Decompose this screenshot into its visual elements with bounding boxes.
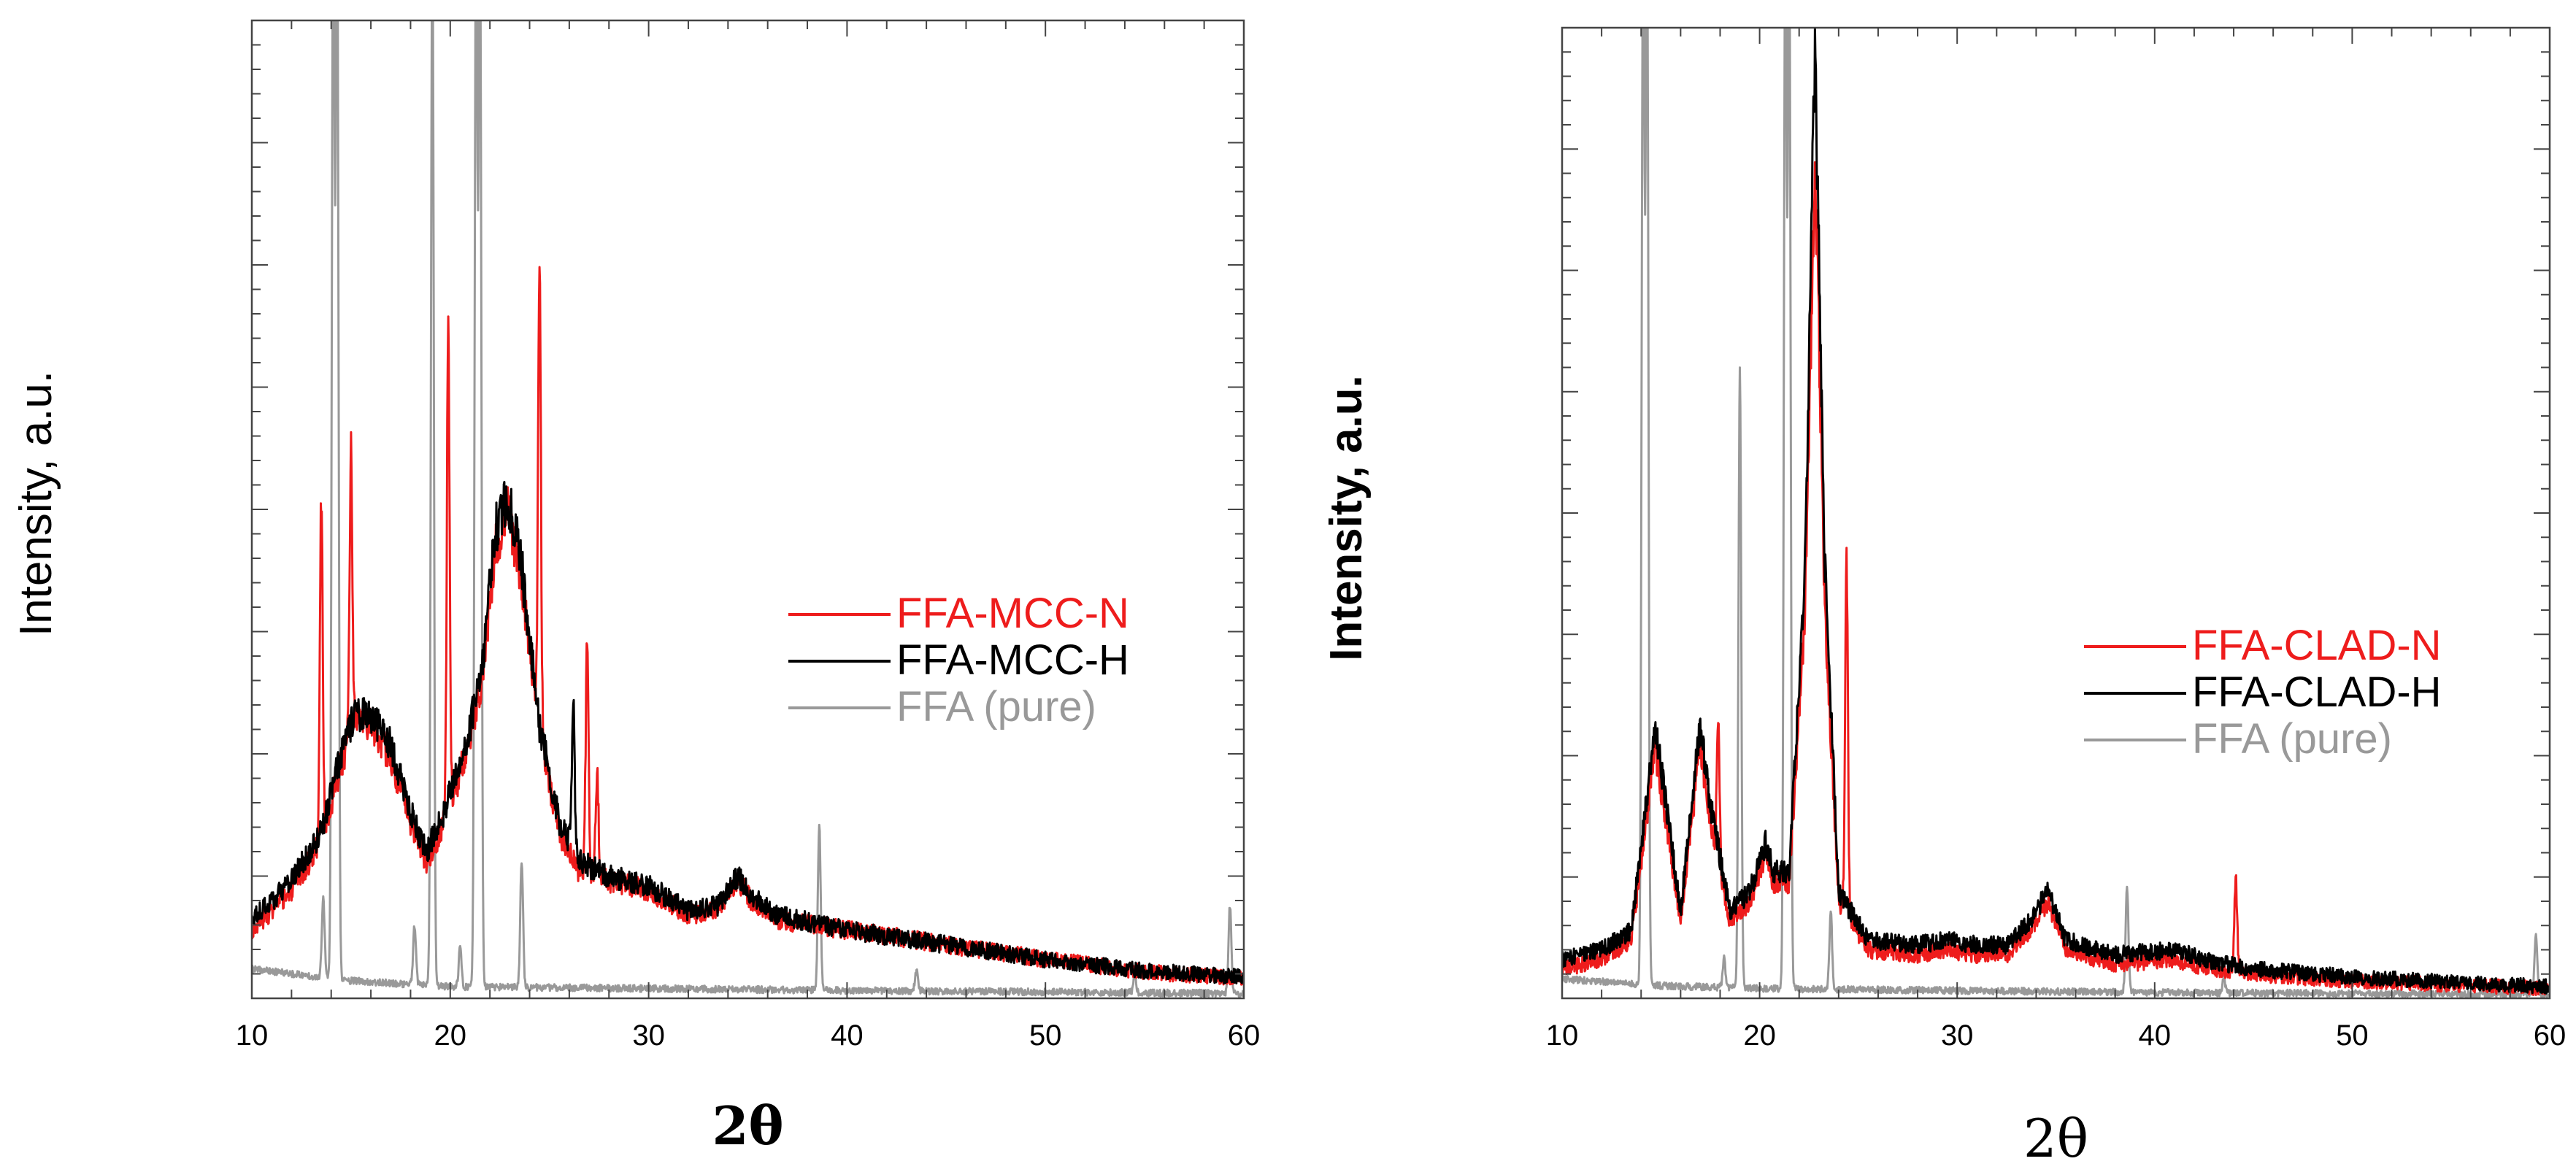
x-tick-label: 50 — [2336, 1019, 2369, 1052]
y-axis-title: Intensity, a.u. — [1321, 375, 1372, 661]
plot-frame — [250, 19, 1245, 1000]
legend-label: FFA (pure) — [896, 683, 1096, 730]
plot-frame — [1561, 26, 2551, 1000]
series-line-ffa-clad-h — [1562, 28, 2550, 995]
x-tick-label: 10 — [236, 1019, 269, 1052]
x-tick-label: 60 — [1228, 1019, 1261, 1052]
x-tick-label: 60 — [2534, 1019, 2567, 1052]
x-tick-label: 40 — [2139, 1019, 2172, 1052]
x-tick-label: 50 — [1029, 1019, 1062, 1052]
series-line-ffa-pure — [252, 20, 1244, 998]
chart-panel-clad: 10 20 30 40 50 60 2θ Intensity, a.u. FFA-CLAD-N F… — [1288, 0, 2576, 1172]
y-axis — [252, 20, 1244, 999]
legend-label: FFA-MCC-H — [896, 636, 1129, 684]
series-line-ffa-pure — [1562, 28, 2550, 998]
x-axis-title: 2θ — [2023, 1108, 2088, 1169]
y-axis — [1562, 27, 2550, 999]
legend-label: FFA-CLAD-H — [2192, 668, 2442, 716]
x-tick-label: 30 — [632, 1019, 665, 1052]
x-tick-label: 10 — [1546, 1019, 1579, 1052]
x-axis: 10 20 30 40 50 60 — [1546, 28, 2567, 1052]
x-tick-label: 30 — [1941, 1019, 1974, 1052]
y-axis-title: Intensity, a.u. — [11, 371, 61, 636]
series-line-ffa-clad-n — [1562, 161, 2550, 996]
series-line-ffa-mcc-h — [252, 480, 1244, 984]
x-tick-label: 40 — [831, 1019, 864, 1052]
legend-label: FFA-CLAD-N — [2192, 622, 2442, 669]
x-axis-title: 2θ — [712, 1095, 783, 1157]
plot-area — [252, 20, 1244, 998]
legend-label: FFA (pure) — [2192, 715, 2392, 763]
x-tick-label: 20 — [1743, 1019, 1776, 1052]
chart-panel-mcc: 10 20 30 40 50 60 2θ Intensity, a.u. FFA-MCC-N FF… — [11, 19, 1261, 1157]
x-axis: 10 20 30 40 50 60 — [236, 20, 1261, 1052]
plot-area — [1562, 28, 2550, 998]
x-tick-label: 20 — [434, 1019, 467, 1052]
legend-label: FFA-MCC-N — [896, 590, 1129, 637]
